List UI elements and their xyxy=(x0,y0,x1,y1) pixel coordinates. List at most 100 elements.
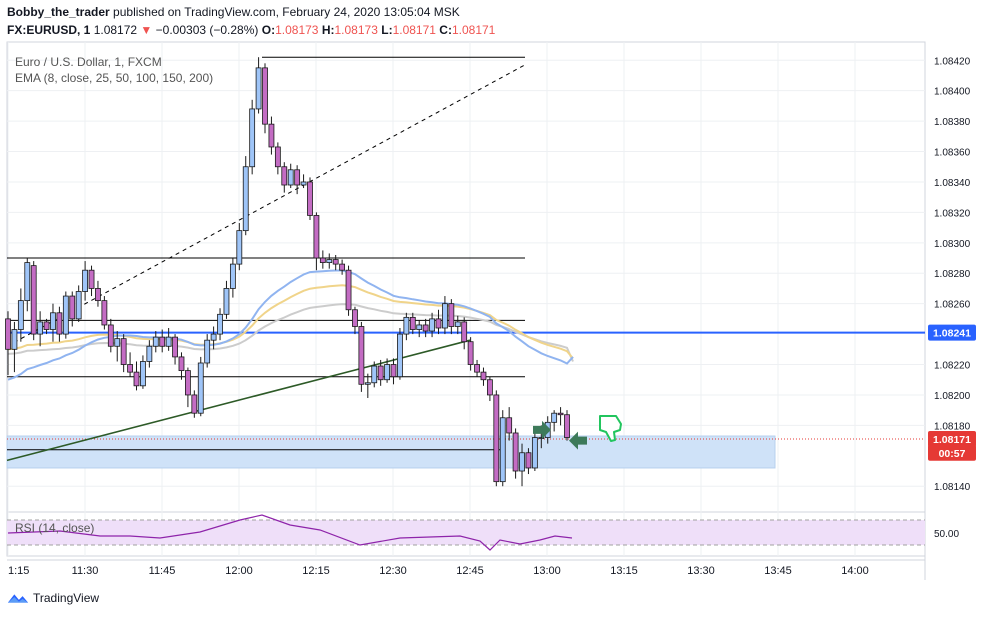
x-tick-label: 12:45 xyxy=(456,565,484,577)
x-tick-label: 11:30 xyxy=(72,565,99,577)
candle-body xyxy=(281,166,288,186)
tradingview-logo-icon xyxy=(7,594,29,603)
candle-body xyxy=(442,303,448,329)
y-tick-label: 1.08400 xyxy=(934,87,971,98)
candle-body xyxy=(377,365,384,381)
candle-body xyxy=(50,312,56,330)
low-value: 1.08171 xyxy=(392,23,436,37)
candle-body xyxy=(274,146,281,168)
candle-body xyxy=(339,263,346,271)
y-tick-label: 1.08220 xyxy=(934,361,971,372)
candle-body xyxy=(403,316,410,335)
high-value: 1.08173 xyxy=(334,23,378,37)
rsi-band xyxy=(7,520,925,545)
close-value: 1.08171 xyxy=(451,23,496,37)
candle-body xyxy=(564,414,570,438)
candle-body xyxy=(114,338,121,347)
candle-body xyxy=(384,364,390,381)
candle-body xyxy=(127,364,133,373)
ema-line-blue xyxy=(7,269,574,381)
candle-body xyxy=(95,288,101,302)
candle-body xyxy=(146,345,153,362)
ema-line-grey xyxy=(7,303,574,362)
candle-body xyxy=(101,300,108,326)
candle-body xyxy=(326,259,333,263)
candle-body xyxy=(210,333,217,341)
brand-text: TradingView xyxy=(33,591,100,605)
candle-body xyxy=(499,417,506,483)
low-label: L: xyxy=(381,23,393,37)
candle-body xyxy=(474,364,480,373)
y-tick-label: 1.08260 xyxy=(934,300,971,311)
y-tick-label: 1.08140 xyxy=(934,482,971,493)
plot-frame xyxy=(6,41,926,557)
x-tick-label: 13:30 xyxy=(687,565,715,577)
rsi-legend[interactable]: RSI (14, close) xyxy=(15,521,95,535)
y-tick-label: 1.08200 xyxy=(934,391,971,402)
candle-body xyxy=(255,67,262,110)
y-tick-label: 1.08420 xyxy=(934,56,971,67)
x-tick-label: 14:00 xyxy=(841,565,869,577)
author-name[interactable]: Bobby_the_trader xyxy=(7,5,110,19)
candle-body xyxy=(5,318,11,350)
y-tick-label: 1.08300 xyxy=(934,239,971,250)
y-tick-label: 1.08380 xyxy=(934,117,971,128)
candle-body xyxy=(345,269,352,311)
down-arrow-icon: ▼ xyxy=(140,23,153,37)
candle-body xyxy=(538,437,545,439)
candle-body xyxy=(454,321,461,327)
candle-body xyxy=(197,362,204,414)
candle-body xyxy=(204,339,211,364)
candle-body xyxy=(429,318,435,332)
candle-body xyxy=(352,309,358,327)
dashed-trend-line xyxy=(6,64,526,347)
x-tick-label: 1:15 xyxy=(8,565,29,577)
candle-body xyxy=(332,259,339,265)
candle-body xyxy=(531,437,538,469)
x-tick-label: 13:00 xyxy=(533,565,561,577)
candle-body xyxy=(486,379,493,396)
high-label: H: xyxy=(321,23,335,37)
candle-body xyxy=(512,432,519,472)
candle-body xyxy=(56,312,63,335)
candle-body xyxy=(165,336,172,347)
candle-body xyxy=(319,257,326,263)
candle-body xyxy=(159,336,166,347)
candle-body xyxy=(390,364,397,378)
candle-body xyxy=(152,336,159,347)
published-text: published on TradingView.com, February 2… xyxy=(113,5,460,19)
candle-body xyxy=(416,324,423,330)
close-label: C: xyxy=(439,23,452,37)
thumbs-down-icon xyxy=(599,415,622,442)
candle-body xyxy=(397,333,403,378)
candle-body xyxy=(140,361,146,387)
candle-body xyxy=(229,263,236,289)
candle-body xyxy=(262,67,268,125)
price-label-text: 1.08171 xyxy=(933,434,971,446)
ema-legend[interactable]: EMA (8, close, 25, 50, 100, 150, 200) xyxy=(15,71,214,85)
candle-body xyxy=(69,295,76,320)
tradingview-footer[interactable]: TradingView xyxy=(7,591,99,605)
candle-body xyxy=(236,230,243,265)
candle-body xyxy=(191,394,198,414)
price-label-text: 1.08241 xyxy=(933,328,971,340)
instrument-legend[interactable]: Euro / U.S. Dollar, 1, FXCM xyxy=(15,55,162,69)
price-label-box xyxy=(928,431,976,448)
open-label: O: xyxy=(261,23,276,37)
arrow-icon xyxy=(533,420,551,439)
ohlc-line: FX:EURUSD, 1 1.08172 ▼ −0.00303 (−0.28%)… xyxy=(7,23,495,37)
y-tick-label: 1.08180 xyxy=(934,421,971,432)
price-change: −0.00303 (−0.28%) xyxy=(155,23,259,37)
candle-body xyxy=(120,338,127,365)
candle-body xyxy=(11,329,18,350)
candle-body xyxy=(88,269,95,289)
publisher-line: Bobby_the_trader published on TradingVie… xyxy=(7,5,460,19)
candle-body xyxy=(30,265,37,335)
candle-body xyxy=(371,365,378,384)
candle-body xyxy=(172,336,178,358)
symbol-label: FX:EURUSD, 1 xyxy=(7,23,91,37)
x-tick-label: 11:45 xyxy=(149,565,176,577)
x-tick-label: 13:45 xyxy=(764,565,792,577)
candle-body xyxy=(519,452,525,472)
